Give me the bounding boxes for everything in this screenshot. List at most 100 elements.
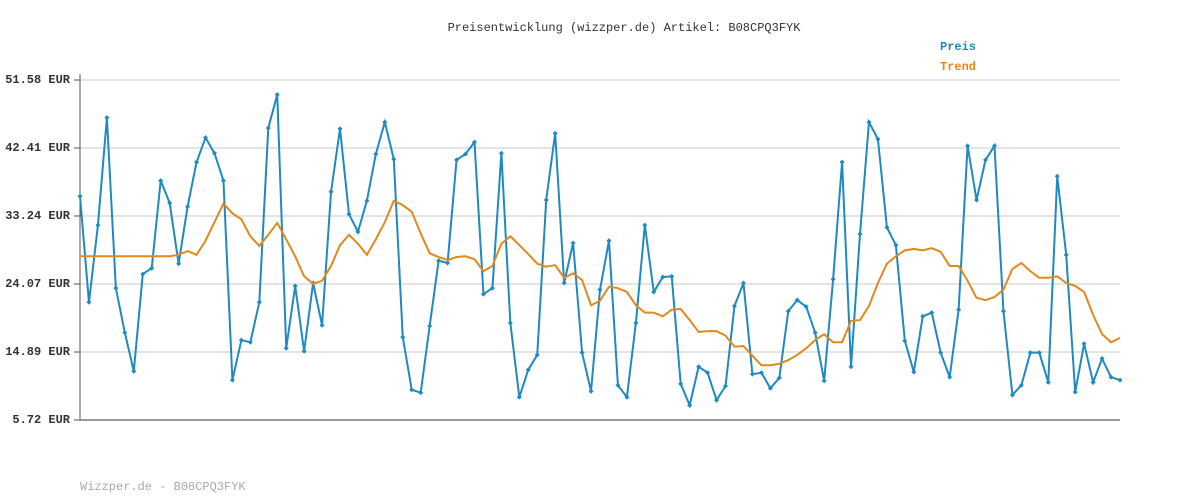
point-marker (463, 151, 469, 157)
point-marker (454, 157, 460, 163)
footer: Wizzper.de - B08CPQ3FYK (80, 480, 246, 494)
point-marker (274, 92, 280, 98)
point-marker (95, 222, 101, 228)
point-marker (893, 242, 899, 248)
point-marker (480, 291, 486, 297)
point-marker (1054, 173, 1060, 179)
y-tick-label: 14.89 EUR (5, 345, 71, 359)
point-marker (624, 394, 630, 400)
point-marker (669, 273, 675, 279)
point-marker (292, 283, 298, 289)
point-marker (203, 135, 209, 141)
point-marker (821, 378, 827, 384)
point-marker (140, 271, 146, 277)
point-marker (875, 136, 881, 142)
point-marker (839, 159, 845, 165)
y-tick-label: 33.24 EUR (5, 209, 71, 223)
point-marker (86, 299, 92, 305)
point-marker (1018, 382, 1024, 388)
point-marker (409, 387, 415, 393)
point-marker (185, 204, 191, 210)
point-marker (1009, 392, 1015, 398)
point-marker (803, 304, 809, 310)
point-marker (929, 310, 935, 316)
point-marker (947, 374, 953, 380)
point-marker (633, 320, 639, 326)
point-marker (373, 151, 379, 157)
y-tick-label: 24.07 EUR (5, 277, 71, 291)
point-marker (113, 285, 119, 291)
point-marker (696, 364, 702, 370)
point-marker (651, 289, 657, 295)
y-tick-label: 51.58 EUR (5, 73, 71, 87)
point-marker (229, 377, 235, 383)
point-marker (167, 200, 173, 206)
point-marker (507, 320, 513, 326)
point-marker (265, 125, 271, 131)
point-marker (498, 150, 504, 156)
y-tick-label: 42.41 EUR (5, 141, 71, 155)
point-marker (104, 115, 110, 121)
point-marker (956, 307, 962, 313)
point-marker (301, 348, 307, 354)
point-marker (1063, 252, 1069, 258)
point-marker (920, 313, 926, 319)
point-marker (983, 157, 989, 163)
point-marker (543, 197, 549, 203)
point-marker (328, 189, 334, 195)
point-marker (238, 337, 244, 343)
point-marker (794, 297, 800, 303)
point-marker (1045, 379, 1051, 385)
point-marker (1081, 341, 1087, 347)
point-marker (1036, 350, 1042, 356)
point-marker (489, 285, 495, 291)
point-marker (552, 130, 558, 136)
point-marker (247, 339, 253, 345)
point-marker (1108, 374, 1114, 380)
point-marker (758, 370, 764, 376)
point-marker (319, 322, 325, 328)
point-marker (355, 229, 361, 235)
point-marker (220, 178, 226, 184)
point-marker (1090, 379, 1096, 385)
point-marker (938, 350, 944, 356)
point-marker (678, 381, 684, 387)
point-marker (561, 280, 567, 286)
point-marker (391, 156, 397, 162)
point-marker (606, 238, 612, 244)
point-marker (974, 197, 980, 203)
point-marker (723, 383, 729, 389)
point-marker (1000, 308, 1006, 314)
point-marker (382, 119, 388, 125)
point-marker (337, 126, 343, 132)
legend-label: Trend (940, 60, 976, 74)
point-marker (857, 231, 863, 237)
point-marker (131, 368, 137, 374)
point-marker (1117, 377, 1123, 383)
series-line (80, 199, 1121, 367)
point-marker (1072, 389, 1078, 395)
point-marker (346, 211, 352, 217)
point-marker (1027, 350, 1033, 356)
point-marker (427, 323, 433, 329)
point-marker (749, 371, 755, 377)
point-marker (615, 382, 621, 388)
point-marker (776, 375, 782, 381)
point-marker (597, 287, 603, 293)
point-marker (1099, 356, 1105, 362)
point-marker (579, 350, 585, 356)
point-marker (570, 240, 576, 246)
point-marker (122, 330, 128, 336)
point-marker (176, 261, 182, 267)
point-marker (902, 338, 908, 344)
point-marker (516, 394, 522, 400)
point-marker (866, 119, 872, 125)
point-marker (400, 334, 406, 340)
point-marker (256, 299, 262, 305)
point-marker (194, 159, 200, 165)
point-marker (283, 345, 289, 351)
y-tick-label: 5.72 EUR (12, 413, 70, 427)
point-marker (965, 143, 971, 149)
point-marker (767, 385, 773, 391)
